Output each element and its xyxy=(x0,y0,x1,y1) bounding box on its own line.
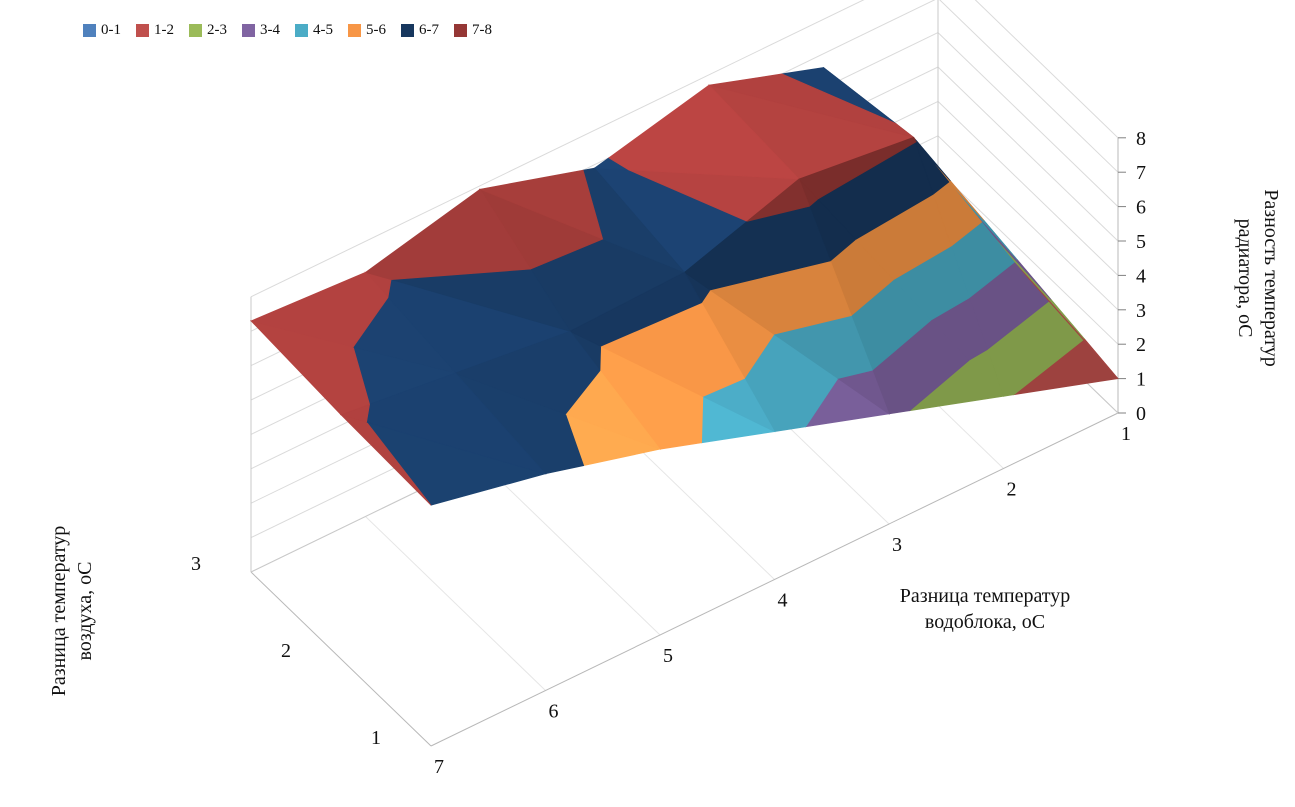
depth-tick-label: 2 xyxy=(281,640,291,662)
legend-swatch-icon xyxy=(189,24,202,37)
surface-band-facet xyxy=(915,139,951,182)
x-tick-label: 4 xyxy=(778,590,788,612)
value-axis-title: Разность температур радиатора, оС xyxy=(1234,189,1282,367)
legend-label: 5-6 xyxy=(366,22,386,38)
side-wall-gridline xyxy=(937,169,1119,345)
x-tick-label: 7 xyxy=(434,756,444,778)
legend-label: 0-1 xyxy=(101,22,121,38)
side-wall-gridline xyxy=(939,0,1119,173)
legend-item: 5-6 xyxy=(348,22,386,39)
surface-band-facet xyxy=(478,169,604,240)
legend-swatch-icon xyxy=(242,24,255,37)
floor-gridline xyxy=(365,516,546,691)
surface-band-facet xyxy=(569,271,703,347)
legend-label: 1-2 xyxy=(154,22,174,38)
value-tick-label: 7 xyxy=(1136,162,1146,184)
x-tick-label: 2 xyxy=(1007,479,1017,501)
legend-item: 4-5 xyxy=(295,22,333,39)
floor-front-edge xyxy=(430,412,1119,747)
back-wall-gridline xyxy=(250,0,865,298)
legend-label: 6-7 xyxy=(419,22,439,38)
value-tick-label: 6 xyxy=(1136,197,1146,219)
surface-band-facet xyxy=(364,188,532,280)
value-tick-label: 1 xyxy=(1136,369,1146,391)
surface-band-facet xyxy=(339,403,371,423)
side-wall-gridline xyxy=(937,101,1119,276)
surface-band-facet xyxy=(798,136,916,200)
legend-label: 3-4 xyxy=(260,22,280,38)
value-tick-label: 0 xyxy=(1136,403,1146,425)
legend-swatch-icon xyxy=(348,24,361,37)
legend-swatch-icon xyxy=(136,24,149,37)
surface-band-facet xyxy=(249,271,389,348)
side-wall-gridline xyxy=(937,135,1119,311)
side-wall-gridline xyxy=(937,32,1119,207)
x-axis-title: Разница температур водоблока, оС xyxy=(899,585,1071,633)
value-tick-label: 5 xyxy=(1136,231,1146,253)
depth-axis-title: Разница температур воздуха, оС xyxy=(48,525,96,697)
x-tick-label: 6 xyxy=(549,701,559,723)
value-tick-label: 3 xyxy=(1136,300,1146,322)
legend-swatch-icon xyxy=(295,24,308,37)
value-tick-label: 8 xyxy=(1136,128,1146,150)
depth-tick-label: 1 xyxy=(371,727,381,749)
x-tick-label: 3 xyxy=(892,534,902,556)
legend-item: 6-7 xyxy=(401,22,439,39)
value-tick-label: 4 xyxy=(1136,265,1146,287)
floor-left-edge xyxy=(250,571,432,747)
legend-swatch-icon xyxy=(454,24,467,37)
legend-item: 3-4 xyxy=(242,22,280,39)
legend-label: 4-5 xyxy=(313,22,333,38)
chart-legend: 0-1 1-2 2-3 3-4 4-5 5-6 6-7 7-8 xyxy=(83,22,492,39)
surface-band-facet xyxy=(746,178,810,222)
x-tick-label: 5 xyxy=(663,645,673,667)
legend-swatch-icon xyxy=(401,24,414,37)
legend-label: 7-8 xyxy=(472,22,492,38)
legend-item: 7-8 xyxy=(454,22,492,39)
legend-item: 0-1 xyxy=(83,22,121,39)
surface-band-facet xyxy=(454,330,601,415)
side-wall-gridline xyxy=(974,0,1119,139)
legend-item: 2-3 xyxy=(189,22,227,39)
legend-label: 2-3 xyxy=(207,22,227,38)
surface-band-facet xyxy=(608,84,800,180)
legend-swatch-icon xyxy=(83,24,96,37)
legend-item: 1-2 xyxy=(136,22,174,39)
side-wall-gridline xyxy=(937,66,1119,242)
floor-gridline xyxy=(479,460,661,636)
x-tick-label: 1 xyxy=(1121,423,1131,445)
value-tick-label: 2 xyxy=(1136,334,1146,356)
surface-band-facet xyxy=(708,73,914,138)
depth-tick-label: 3 xyxy=(191,553,201,575)
